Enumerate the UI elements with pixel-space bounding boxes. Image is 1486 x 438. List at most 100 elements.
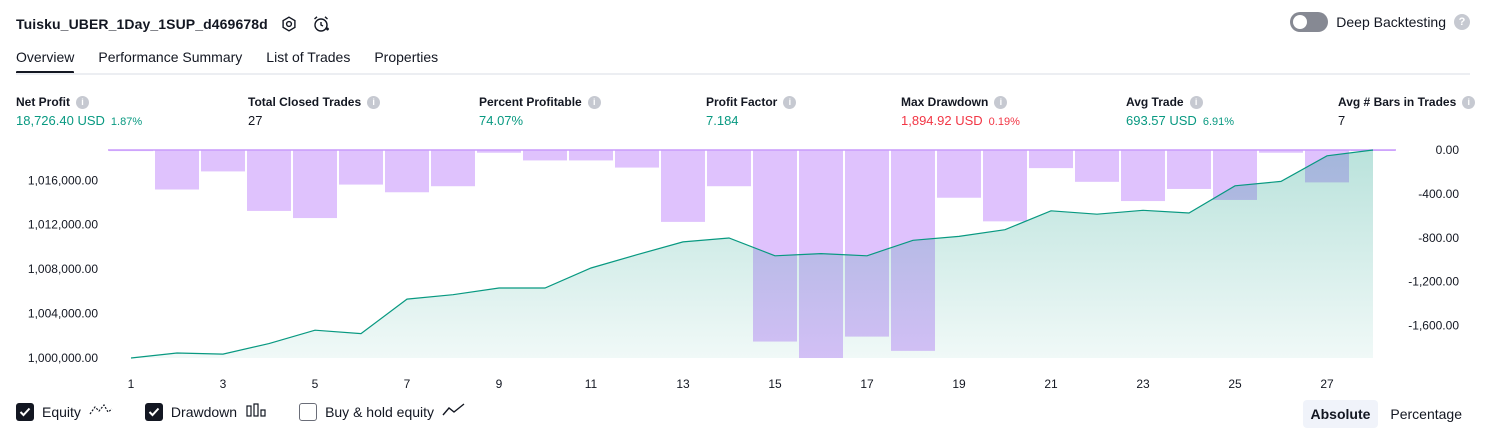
x-axis-tick: 19	[952, 377, 966, 391]
metric-profit-factor: Profit Factor i 7.184	[706, 94, 797, 128]
tab-list-of-trades[interactable]: List of Trades	[266, 49, 351, 65]
tab-overview[interactable]: Overview	[16, 44, 75, 74]
alarm-clock-icon[interactable]	[310, 13, 332, 35]
metric-value: 7.184	[706, 113, 739, 128]
metric-label: Avg # Bars in Trades	[1338, 95, 1457, 109]
equity-series	[130, 149, 1374, 359]
metric-percent: 0.19%	[988, 116, 1020, 128]
metric-label: Total Closed Trades	[248, 95, 362, 109]
x-axis: 1 3 5 7 9 11 13 15 17 19 21 23 25 27	[128, 377, 1334, 391]
info-icon[interactable]: i	[1189, 95, 1203, 109]
right-axis-tick: -1,600.00	[1408, 319, 1459, 333]
metric-percent-profitable: Percent Profitable i 74.07%	[479, 94, 601, 128]
x-axis-tick: 17	[860, 377, 874, 391]
equity-area	[131, 150, 1373, 358]
drawdown-bar	[201, 150, 245, 172]
right-axis-tick: -800.00	[1418, 231, 1459, 245]
drawdown-bars-icon	[245, 402, 267, 421]
left-axis: 1,016,000.00 1,012,000.00 1,008,000.00 1,00…	[28, 173, 98, 365]
x-axis-tick: 27	[1320, 377, 1334, 391]
buy-hold-line-icon	[442, 402, 466, 421]
drawdown-bar	[1259, 150, 1303, 153]
checkbox-unchecked-icon[interactable]	[299, 402, 318, 421]
x-axis-tick: 25	[1228, 377, 1242, 391]
x-axis-tick: 15	[768, 377, 782, 391]
equity-drawdown-chart[interactable]: 1,016,000.00 1,012,000.00 1,008,000.00 1,00…	[0, 140, 1486, 392]
drawdown-bar	[661, 150, 705, 222]
drawdown-bar	[983, 150, 1027, 222]
right-axis-tick: -1,200.00	[1408, 275, 1459, 289]
drawdown-bar	[1167, 150, 1211, 189]
x-axis-tick: 13	[676, 377, 690, 391]
metric-label: Max Drawdown	[901, 95, 989, 109]
tab-performance-summary[interactable]: Performance Summary	[98, 49, 243, 65]
x-axis-tick: 9	[496, 377, 503, 391]
legend-label: Buy & hold equity	[325, 403, 435, 420]
drawdown-bar	[109, 150, 153, 152]
metric-label: Avg Trade	[1126, 95, 1184, 109]
drawdown-bar	[1121, 150, 1165, 202]
gear-icon[interactable]	[278, 13, 300, 35]
equity-line-icon	[89, 402, 113, 421]
info-icon[interactable]: i	[367, 95, 381, 109]
scale-mode-switch: Absolute Percentage	[1302, 400, 1471, 428]
chart-legend: Equity Drawdown Buy & hold equity	[16, 402, 488, 421]
help-icon[interactable]: ?	[1454, 14, 1470, 30]
drawdown-bar	[615, 150, 659, 168]
legend-label: Drawdown	[170, 403, 238, 420]
info-icon[interactable]: i	[1462, 95, 1476, 109]
x-axis-tick: 21	[1044, 377, 1058, 391]
checkbox-checked-icon[interactable]	[16, 402, 34, 421]
right-axis-tick: 0.00	[1436, 143, 1460, 157]
deep-backtesting: Deep Backtesting ?	[1290, 12, 1470, 32]
metric-value: 693.57 USD	[1126, 113, 1197, 128]
metric-avg-trade: Avg Trade i 693.57 USD 6.91%	[1126, 94, 1234, 128]
x-axis-tick: 23	[1136, 377, 1150, 391]
drawdown-bar	[155, 150, 199, 190]
info-icon[interactable]: i	[76, 95, 89, 109]
tab-properties[interactable]: Properties	[374, 49, 439, 65]
strategy-title: Tuisku_UBER_1Day_1SUP_d469678d	[16, 16, 268, 32]
metric-value: 74.07%	[479, 113, 524, 128]
absolute-button[interactable]: Absolute	[1302, 400, 1379, 428]
checkbox-checked-icon[interactable]	[144, 402, 163, 421]
strategy-header: Tuisku_UBER_1Day_1SUP_d469678d	[16, 8, 332, 40]
legend-label: Equity	[42, 403, 81, 420]
info-icon[interactable]: i	[783, 95, 797, 109]
drawdown-bar	[1029, 150, 1073, 169]
drawdown-bar	[937, 150, 981, 198]
metric-net-profit: Net Profit i 18,726.40 USD 1.87%	[16, 94, 142, 128]
left-axis-tick: 1,016,000.00	[28, 173, 98, 187]
info-icon[interactable]: i	[587, 95, 601, 109]
deep-backtesting-toggle[interactable]	[1290, 12, 1329, 32]
metric-percent: 1.87%	[110, 116, 143, 128]
drawdown-bar	[707, 150, 751, 187]
metric-max-drawdown: Max Drawdown i 1,894.92 USD 0.19%	[901, 94, 1020, 128]
metric-percent: 6.91%	[1202, 116, 1235, 128]
x-axis-tick: 3	[220, 377, 227, 391]
metric-label: Percent Profitable	[479, 95, 582, 109]
drawdown-bar	[339, 150, 383, 185]
x-axis-tick: 11	[585, 377, 598, 391]
deep-backtesting-label: Deep Backtesting	[1336, 14, 1446, 30]
drawdown-bar	[1075, 150, 1119, 182]
metric-label: Profit Factor	[706, 95, 778, 109]
tab-divider	[16, 73, 1470, 75]
tab-bar: Overview Performance Summary List of Tra…	[16, 44, 438, 74]
legend-buy-hold[interactable]: Buy & hold equity	[299, 402, 466, 421]
metric-total-closed-trades: Total Closed Trades i 27	[248, 94, 381, 128]
percentage-button[interactable]: Percentage	[1390, 406, 1462, 422]
metric-avg-bars-in-trades: Avg # Bars in Trades i 7	[1338, 94, 1476, 128]
right-axis: 0.00 -400.00 -800.00 -1,200.00 -1,600.00	[1408, 143, 1459, 333]
metric-value: 27	[248, 113, 263, 128]
drawdown-bar	[293, 150, 337, 219]
legend-drawdown[interactable]: Drawdown	[144, 402, 267, 421]
drawdown-bar	[431, 150, 475, 187]
metric-value: 7	[1338, 113, 1346, 128]
left-axis-tick: 1,004,000.00	[28, 307, 98, 321]
info-icon[interactable]: i	[994, 95, 1008, 109]
x-axis-tick: 5	[312, 377, 319, 391]
left-axis-tick: 1,000,000.00	[28, 351, 98, 365]
metric-value: 1,894.92 USD	[901, 113, 983, 128]
legend-equity[interactable]: Equity	[16, 402, 113, 421]
